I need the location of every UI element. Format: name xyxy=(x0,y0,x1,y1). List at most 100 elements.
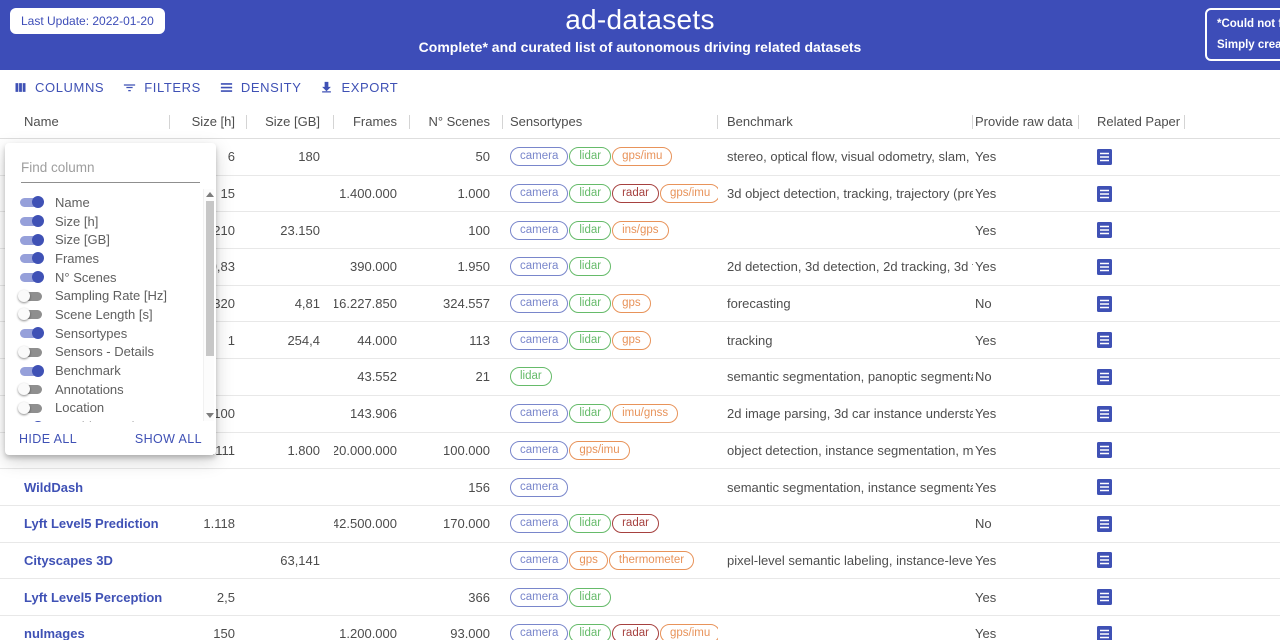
sensor-chip: gps/imu xyxy=(659,184,718,204)
columns-button[interactable]: COLUMNS xyxy=(4,76,113,99)
provide-raw-data-cell: Yes xyxy=(973,543,1079,579)
column-header-raw[interactable]: Provide raw data xyxy=(973,105,1079,138)
table-row[interactable]: Lyft Level5 Perception 2,5 366 camera lidar Y… xyxy=(0,579,1280,616)
switch-track xyxy=(20,291,42,301)
related-paper-icon[interactable] xyxy=(1097,442,1112,459)
related-paper-cell xyxy=(1079,249,1185,285)
column-toggle-switch[interactable] xyxy=(18,270,44,284)
column-toggle-switch[interactable] xyxy=(18,214,44,228)
column-toggle-switch[interactable] xyxy=(18,251,44,265)
benchmark-cell: 2d detection, 3d detection, 2d tracking,… xyxy=(718,249,973,285)
filters-button[interactable]: FILTERS xyxy=(113,76,210,99)
provide-raw-data-value: Yes xyxy=(975,626,997,640)
related-paper-cell xyxy=(1079,469,1185,505)
related-paper-icon[interactable] xyxy=(1097,295,1112,312)
column-toggle-switch[interactable] xyxy=(18,233,44,247)
show-all-button[interactable]: SHOW ALL xyxy=(134,431,202,446)
scenes-value-cell: 170.000 xyxy=(410,506,503,542)
frames-value: 143.906 xyxy=(350,406,397,422)
frames-value-cell xyxy=(334,543,410,579)
table-row[interactable]: Lyft Level5 Prediction 1.118 42.500.000 170… xyxy=(0,505,1280,543)
frames-value-cell: 1.400.000 xyxy=(334,176,410,212)
columns-panel: Name Size [h] Size [GB] Frames N° Scenes Samp… xyxy=(5,143,216,455)
switch-thumb xyxy=(32,233,44,246)
dataset-name-link[interactable]: Lyft Level5 Perception xyxy=(24,589,163,605)
dataset-missing-note: *Could not find Simply create a xyxy=(1205,8,1280,62)
density-button[interactable]: DENSITY xyxy=(210,76,311,99)
column-toggle-item: Location xyxy=(5,399,202,418)
column-toggle-switch[interactable] xyxy=(18,289,44,303)
sensor-chip: lidar xyxy=(569,330,612,350)
column-header-bench[interactable]: Benchmark xyxy=(718,105,973,138)
table-row[interactable]: 1.1111.800120.000.000100.000cameragps/im… xyxy=(0,432,1280,470)
column-toggle-switch[interactable] xyxy=(18,364,44,378)
scroll-down-icon[interactable] xyxy=(206,413,214,418)
related-paper-cell xyxy=(1079,579,1185,615)
column-toggle-switch[interactable] xyxy=(18,307,44,321)
dataset-name-cell: Lyft Level5 Perception xyxy=(0,579,170,615)
provide-raw-data-cell: Yes xyxy=(973,176,1079,212)
dataset-name-link[interactable]: Lyft Level5 Prediction xyxy=(24,516,159,532)
related-paper-icon[interactable] xyxy=(1097,552,1112,569)
related-paper-icon[interactable] xyxy=(1097,222,1112,239)
related-paper-cell xyxy=(1079,139,1185,175)
scenes-value: 156 xyxy=(468,479,490,495)
hide-all-button[interactable]: HIDE ALL xyxy=(19,431,78,446)
related-paper-icon[interactable] xyxy=(1097,479,1112,496)
benchmark-cell: pixel-level semantic labeling, instance-… xyxy=(718,543,973,579)
column-header-frames[interactable]: Frames xyxy=(334,105,410,138)
column-header-paper[interactable]: Related Paper xyxy=(1079,105,1185,138)
size-h-value-cell: 15 xyxy=(170,176,247,212)
provide-raw-data-value: No xyxy=(975,516,992,532)
size-h-value: 6 xyxy=(227,149,235,165)
sensor-chip: camera xyxy=(510,330,569,350)
related-paper-icon[interactable] xyxy=(1097,515,1112,532)
benchmark-cell: semantic segmentation, panoptic segmenta… xyxy=(718,359,973,395)
related-paper-icon[interactable] xyxy=(1097,589,1112,606)
panel-scrollbar[interactable] xyxy=(203,189,214,421)
related-paper-icon[interactable] xyxy=(1097,148,1112,165)
columns-toggle-list: Name Size [h] Size [GB] Frames N° Scenes Samp… xyxy=(5,193,202,422)
switch-thumb xyxy=(18,289,30,302)
related-paper-icon[interactable] xyxy=(1097,405,1112,422)
column-toggle-switch[interactable] xyxy=(18,195,44,209)
table-row[interactable]: nuImages 150 1.200.000 93.000 camera lidar rad… xyxy=(0,615,1280,640)
sensor-chip: lidar xyxy=(569,294,612,314)
sensortypes-cell: camera lidar xyxy=(503,579,718,615)
table-row[interactable]: Cityscapes 3D 63,141 camera gps thermometer p… xyxy=(0,542,1280,580)
column-header-scenes[interactable]: N° Scenes xyxy=(410,105,503,138)
column-toggle-switch[interactable] xyxy=(18,420,44,422)
column-toggle-switch[interactable] xyxy=(18,382,44,396)
provide-raw-data-value: Yes xyxy=(975,259,997,275)
dataset-name-link[interactable]: Cityscapes 3D xyxy=(24,552,113,568)
dataset-name-link[interactable]: WildDash xyxy=(24,479,84,495)
benchmark-cell xyxy=(718,212,973,248)
find-column-input[interactable] xyxy=(21,158,200,183)
scenes-value: 21 xyxy=(475,369,490,385)
scrollbar-thumb[interactable] xyxy=(205,201,214,356)
dataset-name-link[interactable]: nuImages xyxy=(24,626,85,640)
export-button[interactable]: EXPORT xyxy=(310,76,407,99)
column-header-name[interactable]: Name xyxy=(0,105,170,138)
column-header-sizeh[interactable]: Size [h] xyxy=(170,105,247,138)
related-paper-icon[interactable] xyxy=(1097,625,1112,640)
table-row[interactable]: WildDash 156 camera semantic segmentation, … xyxy=(0,469,1280,506)
dataset-name-cell: WildDash xyxy=(0,469,170,505)
related-paper-icon[interactable] xyxy=(1097,332,1112,349)
column-toggle-switch[interactable] xyxy=(18,326,44,340)
related-paper-icon[interactable] xyxy=(1097,258,1112,275)
density-button-label: DENSITY xyxy=(240,80,302,95)
size-gb-value: 180 xyxy=(298,149,320,165)
scenes-value: 113 xyxy=(469,332,490,348)
sensortypes-cell: camera lidar radar gps/imu xyxy=(503,616,718,640)
column-toggle-switch[interactable] xyxy=(18,401,44,415)
related-paper-icon[interactable] xyxy=(1097,185,1112,202)
sensor-chip: gps xyxy=(569,550,608,570)
column-toggle-switch[interactable] xyxy=(18,345,44,359)
column-toggle-label: Frames xyxy=(55,250,100,266)
scroll-up-icon[interactable] xyxy=(206,192,214,197)
sensor-chip: camera xyxy=(510,184,569,204)
column-header-sensors[interactable]: Sensortypes xyxy=(503,105,718,138)
column-header-sizegb[interactable]: Size [GB] xyxy=(247,105,334,138)
related-paper-icon[interactable] xyxy=(1097,368,1112,385)
